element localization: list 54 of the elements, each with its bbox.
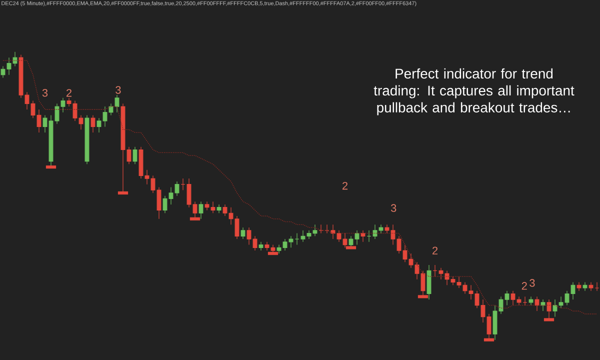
candlestick bbox=[24, 92, 30, 110]
candlestick bbox=[258, 242, 264, 251]
candlestick bbox=[300, 230, 306, 242]
candlestick bbox=[60, 98, 66, 113]
candlestick bbox=[330, 224, 336, 240]
candlestick bbox=[210, 201, 216, 214]
candlestick bbox=[360, 230, 366, 242]
candlestick bbox=[54, 103, 60, 124]
candlestick bbox=[252, 236, 258, 251]
candlestick bbox=[174, 181, 180, 196]
annotation: 2 bbox=[66, 89, 72, 97]
candlestick bbox=[576, 282, 582, 292]
candlestick bbox=[198, 201, 204, 220]
annotation: 3 bbox=[116, 86, 121, 94]
candlestick bbox=[150, 175, 156, 194]
candlestick bbox=[186, 178, 192, 208]
candlestick bbox=[36, 109, 42, 133]
candlestick bbox=[144, 170, 150, 185]
candlestick bbox=[528, 296, 534, 306]
candlestick bbox=[582, 282, 588, 292]
candlestick bbox=[234, 216, 240, 240]
annotation: 3 bbox=[530, 279, 535, 287]
annotation: 3 bbox=[390, 204, 396, 212]
candlestick bbox=[6, 57, 12, 76]
candlestick bbox=[534, 296, 540, 312]
candlestick bbox=[546, 299, 552, 320]
candlestick bbox=[540, 299, 546, 312]
candlestick bbox=[114, 94, 120, 113]
candlestick bbox=[126, 146, 132, 164]
candlestick bbox=[216, 204, 222, 214]
candlestick bbox=[132, 146, 138, 164]
candlestick bbox=[264, 242, 270, 251]
candlestick bbox=[246, 227, 252, 246]
candlestick bbox=[240, 227, 246, 240]
candlestick bbox=[426, 264, 432, 300]
candlestick bbox=[312, 224, 318, 236]
candlestick bbox=[30, 100, 36, 118]
annotation: Perfect indicator for trend trading: It captures all important pullback and breakout trades… bbox=[374, 68, 574, 116]
candlestick bbox=[168, 186, 174, 205]
candlestick bbox=[102, 106, 108, 128]
candlestick bbox=[204, 201, 210, 211]
candlestick bbox=[288, 236, 294, 248]
annotation: 2 bbox=[432, 246, 438, 254]
annotation: 3 bbox=[42, 88, 48, 97]
candlestick bbox=[66, 98, 72, 107]
candlestick bbox=[276, 244, 282, 254]
candlestick bbox=[282, 238, 288, 251]
candlestick bbox=[222, 204, 228, 216]
annotation: 2 bbox=[522, 282, 527, 290]
candlestick bbox=[96, 118, 102, 133]
annotation: 2 bbox=[342, 182, 348, 190]
candlestick bbox=[162, 196, 168, 214]
candlestick bbox=[192, 201, 198, 220]
candlestick bbox=[306, 230, 312, 240]
